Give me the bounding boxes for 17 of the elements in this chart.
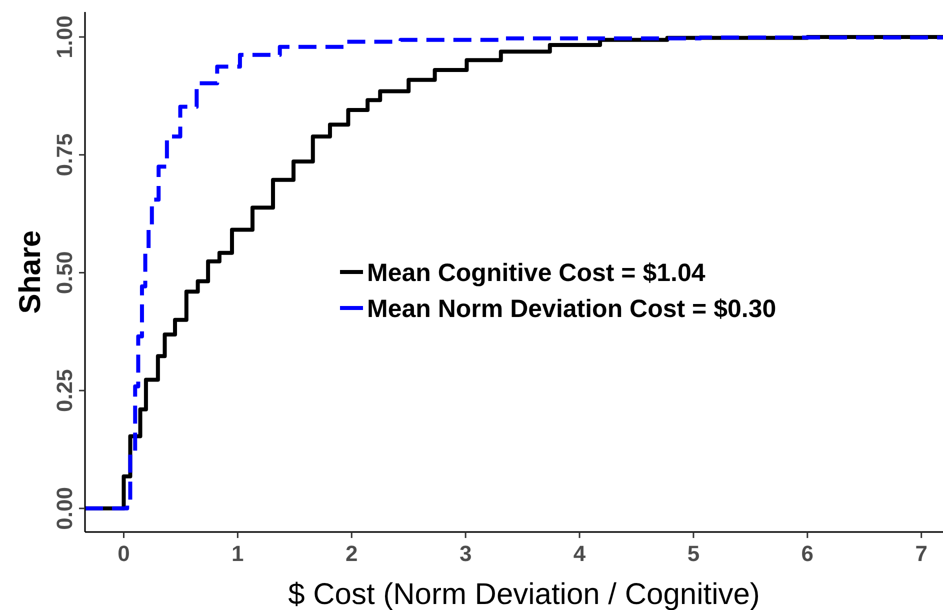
x-tick-label: 4 [573,541,586,566]
x-axis-title: $ Cost (Norm Deviation / Cognitive) [288,578,760,610]
legend-label: Mean Cognitive Cost = $1.04 [367,259,706,287]
x-tick-label: 5 [687,541,700,566]
x-tick-label: 3 [459,541,472,566]
x-tick-label: 7 [915,541,928,566]
x-tick-label: 0 [118,541,130,566]
y-tick-label: 0.25 [52,369,77,412]
y-axis-title: Share [14,230,47,314]
y-tick-label: 0.50 [52,251,77,294]
y-tick-label: 1.00 [52,16,77,58]
y-tick-label: 0.00 [52,487,77,530]
x-tick-label: 6 [801,541,814,566]
y-tick-label: 0.75 [52,133,77,176]
x-tick-label: 1 [232,541,244,566]
legend-label: Mean Norm Deviation Cost = $0.30 [367,295,776,323]
x-tick-label: 2 [346,541,358,566]
